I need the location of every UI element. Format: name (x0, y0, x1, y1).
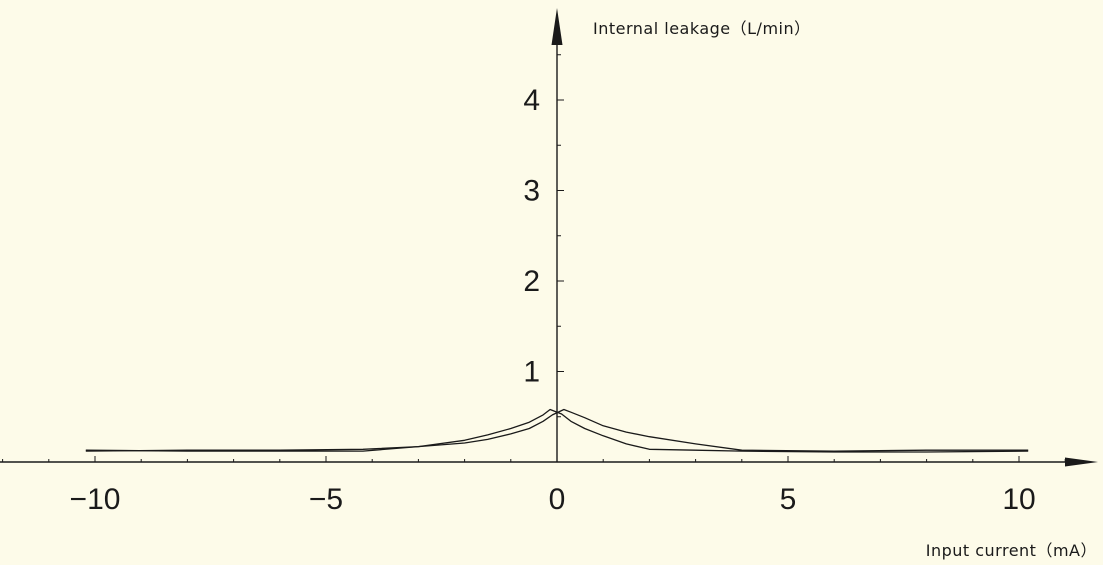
axes (0, 8, 1098, 467)
x-tick-label: 5 (780, 483, 797, 516)
y-axis-arrow (551, 8, 563, 45)
y-tick-label: 2 (523, 265, 540, 298)
y-tick-label: 4 (523, 84, 540, 117)
x-tick-label: −5 (309, 483, 343, 516)
x-tick-label: −10 (70, 483, 121, 516)
curves (85, 408, 1029, 453)
y-tick-label: 1 (523, 356, 540, 389)
tick-labels: −10 −5 0 5 10 1 2 3 4 (70, 84, 1036, 516)
x-axis-arrow (1065, 457, 1098, 467)
x-tick-label: 0 (549, 483, 566, 516)
x-tick-label: 10 (1002, 483, 1035, 516)
leakage-curve-2 (85, 408, 1029, 452)
y-tick-label: 3 (523, 175, 540, 208)
y-axis-title: Internal leakage（L/min） (593, 19, 811, 38)
x-axis-title: Input current（mA） (926, 541, 1097, 560)
leakage-curve-1 (85, 408, 1029, 453)
